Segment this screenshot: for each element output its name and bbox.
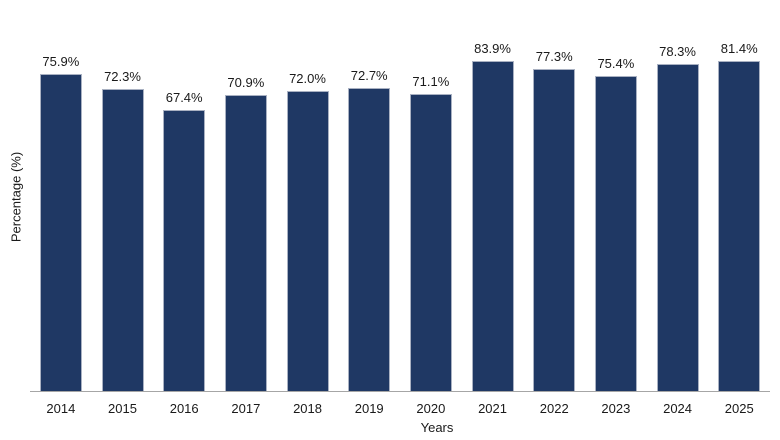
x-tick-label: 2019 xyxy=(354,401,384,416)
bar-value-label: 67.4% xyxy=(165,89,203,105)
bar-value-label: 72.3% xyxy=(104,69,141,85)
x-tick-label: 2015 xyxy=(108,401,137,416)
y-axis-title: Percentage (%) xyxy=(8,151,24,243)
bar xyxy=(533,68,576,391)
bar-group: 72.0% xyxy=(277,41,339,391)
bar-group: 83.9% xyxy=(462,41,524,391)
x-tick-label: 2021 xyxy=(478,401,507,416)
bar-group: 75.4% xyxy=(585,41,647,391)
bar-group: 71.1% xyxy=(400,41,462,391)
bar xyxy=(39,74,82,391)
x-tick-label: 2023 xyxy=(601,401,631,416)
bar-value-label: 71.1% xyxy=(412,74,450,90)
x-tick-label: 2020 xyxy=(416,401,446,416)
bar xyxy=(101,89,144,391)
bar-group: 77.3% xyxy=(523,41,585,391)
bar-value-label: 75.4% xyxy=(597,56,635,72)
bar xyxy=(718,61,761,391)
bar xyxy=(348,87,391,391)
bar-group: 72.3% xyxy=(92,41,154,391)
x-tick-label: 2017 xyxy=(231,401,261,416)
x-axis-title: Years xyxy=(420,420,454,435)
bar-group: 72.7% xyxy=(338,41,400,391)
x-tick-label: 2022 xyxy=(539,401,569,416)
x-tick-label: 2018 xyxy=(293,401,322,416)
bar-group: 75.9% xyxy=(30,41,92,391)
plot-area: 75.9% 72.3% 67.4% 70.9% 72.0% 72.7% 71.1% 83.9%… xyxy=(30,41,770,392)
bar-group: 78.3% xyxy=(647,41,709,391)
bar-value-label: 83.9% xyxy=(474,41,511,56)
x-tick-label: 2025 xyxy=(724,401,754,416)
bar-value-label: 75.9% xyxy=(42,54,80,70)
bar-value-label: 78.3% xyxy=(659,44,696,60)
bar-value-label: 70.9% xyxy=(227,75,265,91)
bar-value-label: 77.3% xyxy=(535,48,573,64)
x-tick-labels: 2014 2015 2016 2017 2018 2019 2020 2021 2022 2023… xyxy=(30,401,770,416)
bar xyxy=(409,94,452,391)
bar-value-label: 81.4% xyxy=(720,41,758,56)
bar xyxy=(471,61,514,391)
bar xyxy=(656,64,699,391)
bar xyxy=(163,109,206,391)
bar-value-label: 72.7% xyxy=(350,67,388,83)
bar-group: 70.9% xyxy=(215,41,277,391)
bar-group: 81.4% xyxy=(708,41,770,391)
bar-group: 67.4% xyxy=(153,41,215,391)
x-tick-label: 2014 xyxy=(46,401,76,416)
bar-value-label: 72.0% xyxy=(289,70,326,86)
x-tick-label: 2024 xyxy=(663,401,693,416)
bar xyxy=(224,95,267,391)
x-tick-label: 2016 xyxy=(169,401,199,416)
bar xyxy=(594,76,637,391)
bar xyxy=(286,90,329,391)
